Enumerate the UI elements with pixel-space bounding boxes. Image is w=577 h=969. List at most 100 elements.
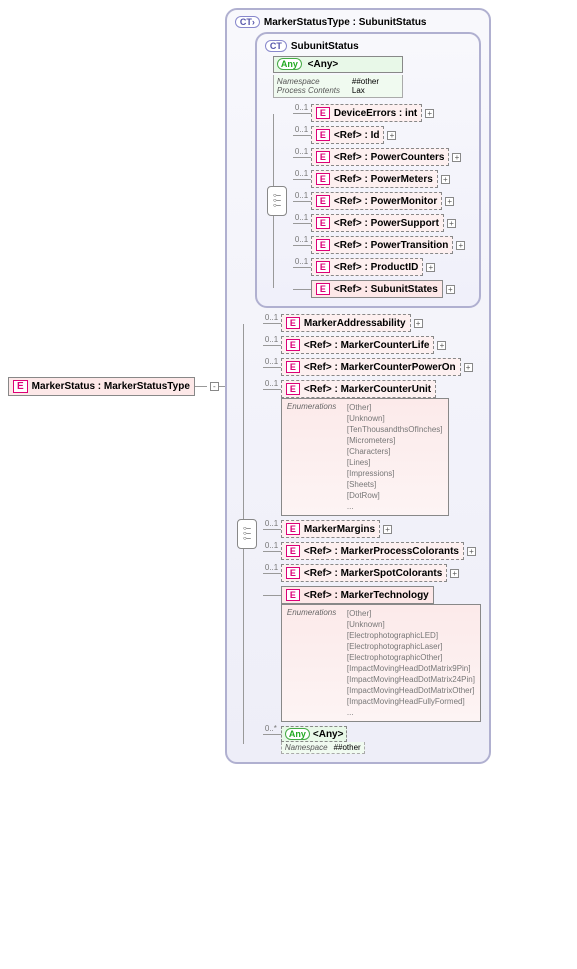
expand-toggle[interactable]: + [450,569,459,578]
inner-complex-type: CT SubunitStatus Any <Any> Namespace ##o… [255,32,481,308]
cardinality-label: 0..1 [265,541,278,550]
expand-toggle[interactable]: + [467,547,476,556]
cardinality-label: 0..1 [265,357,278,366]
element-badge: E [286,567,300,579]
element-badge: E [316,129,330,141]
any-namespace: Namespace##other [281,742,365,754]
expand-toggle[interactable]: + [414,319,423,328]
element-box[interactable]: EDeviceErrors : int [311,104,422,122]
element-box[interactable]: E<Ref> : SubunitStates [311,280,443,298]
expand-toggle[interactable]: + [425,109,434,118]
namespace-label: Namespace [277,77,352,86]
cardinality-label: 0..* [265,724,277,733]
cardinality-label: 0..1 [265,313,278,322]
element-row: 0..1E<Ref> : MarkerCounterPowerOn+ [263,358,481,376]
element-row: E<Ref> : SubunitStates+ [293,280,471,298]
connector [219,386,225,387]
element-box[interactable]: E <Ref> : PowerMonitor [311,192,442,210]
element-box[interactable]: E<Ref> : ProductID [311,258,423,276]
expand-toggle[interactable]: + [464,363,473,372]
element-box[interactable]: E MarkerMargins [281,520,380,538]
any-badge: Any [277,58,302,70]
element-badge: E [13,380,28,393]
element-box[interactable]: E<Ref> : MarkerCounterPowerOn [281,358,461,376]
any-details: Namespace ##other Process Contents Lax [273,75,403,98]
element-box[interactable]: E<Ref> : MarkerCounterUnit [281,380,436,398]
expand-toggle[interactable]: + [447,219,456,228]
expand-toggle[interactable]: + [456,241,465,250]
element-row: E<Ref> : MarkerTechnologyEnumerations[Ot… [263,586,481,722]
element-label: <Ref> : PowerMonitor [334,196,437,207]
cardinality-label: 0..1 [295,257,308,266]
expand-toggle[interactable]: + [452,153,461,162]
element-label: <Ref> : PowerCounters [334,152,445,163]
sequence-compositor[interactable]: ○─○─○─ [237,519,257,549]
expand-toggle[interactable]: + [446,285,455,294]
element-badge: E [286,383,300,395]
ct-header: CT› MarkerStatusType : SubunitStatus [235,16,481,28]
cardinality-label: 0..1 [265,335,278,344]
element-row: 0..1E<Ref> : Id+ [293,126,471,144]
element-box[interactable]: E <Ref> : MarkerSpotColorants [281,564,447,582]
element-label: <Ref> : PowerSupport [334,218,439,229]
root-element: E MarkerStatus : MarkerStatusType [8,377,195,396]
element-box[interactable]: E<Ref> : MarkerProcessColorants [281,542,464,560]
expand-toggle[interactable]: + [445,197,454,206]
branch-rail: ○─○─○─ [265,104,293,298]
element-box[interactable]: E<Ref> : Id [311,126,385,144]
inner-sequence: ○─○─○─ 0..1EDeviceErrors : int+0..1E<Ref… [265,104,471,298]
root-label: MarkerStatus : MarkerStatusType [32,381,190,392]
expand-toggle[interactable]: + [387,131,396,140]
expand-toggle[interactable]: - [210,382,219,391]
element-badge: E [286,523,300,535]
cardinality-label: 0..1 [265,379,278,388]
element-badge: E [316,261,330,273]
element-box[interactable]: E <Ref> : PowerSupport [311,214,444,232]
element-label: <Ref> : PowerMeters [334,174,433,185]
element-box[interactable]: E <Ref> : MarkerCounterLife [281,336,435,354]
element-box[interactable]: E<Ref> : PowerCounters [311,148,450,166]
expand-toggle[interactable]: + [426,263,435,272]
sequence-compositor[interactable]: ○─○─○─ [267,186,287,216]
any-label: <Any> [308,59,339,70]
expand-toggle[interactable]: + [383,525,392,534]
element-box[interactable]: E MarkerAddressability [281,314,411,332]
element-row: 0..1E<Ref> : MarkerSpotColorants+ [263,564,481,582]
outer-items: 0..1EMarkerAddressability+0..1E<Ref> : M… [263,314,481,754]
element-row: 0..1E<Ref> : PowerMonitor+ [293,192,471,210]
expand-toggle[interactable]: + [437,341,446,350]
element-box[interactable]: E <Ref> : PowerTransition [311,236,454,254]
outer-ct-label: MarkerStatusType : SubunitStatus [264,17,427,28]
enumeration-box: Enumerations[Other][Unknown][TenThousand… [281,398,449,516]
namespace-label: Namespace [285,743,328,752]
element-label: MarkerAddressability [304,318,406,329]
element-row: 0..1 E MarkerAddressability + [263,314,481,332]
ct-header: CT SubunitStatus [265,40,471,52]
element-box[interactable]: E<Ref> : MarkerTechnology [281,586,434,604]
element-row: 0..1EMarkerMargins+ [263,520,481,538]
enum-label: Enumerations [287,608,347,617]
element-badge: E [316,195,330,207]
element-box[interactable]: E <Ref> : PowerMeters [311,170,438,188]
cardinality-label: 0..1 [295,213,308,222]
element-badge: E [316,239,330,251]
element-label: <Ref> : MarkerSpotColorants [304,568,442,579]
element-badge: E [286,545,300,557]
enumeration-box: Enumerations[Other][Unknown][Electrophot… [281,604,481,722]
element-badge: E [316,173,330,185]
inner-ct-label: SubunitStatus [291,41,359,52]
element-label: <Ref> : PowerTransition [334,240,448,251]
connector [195,386,207,387]
element-label: <Ref> : MarkerCounterPowerOn [304,362,456,373]
expand-toggle[interactable]: + [441,175,450,184]
element-badge: E [286,339,300,351]
cardinality-label: 0..1 [295,147,308,156]
element-label: MarkerMargins [304,524,375,535]
element-label: <Ref> : MarkerCounterLife [304,340,430,351]
enum-values: [Other][Unknown][ElectrophotographicLED]… [347,608,475,718]
element-badge: E [316,217,330,229]
element-row: 0..1EDeviceErrors : int+ [293,104,471,122]
process-contents-value: Lax [352,86,365,95]
element-label: <Ref> : SubunitStates [334,284,438,295]
element-badge: E [286,317,300,329]
